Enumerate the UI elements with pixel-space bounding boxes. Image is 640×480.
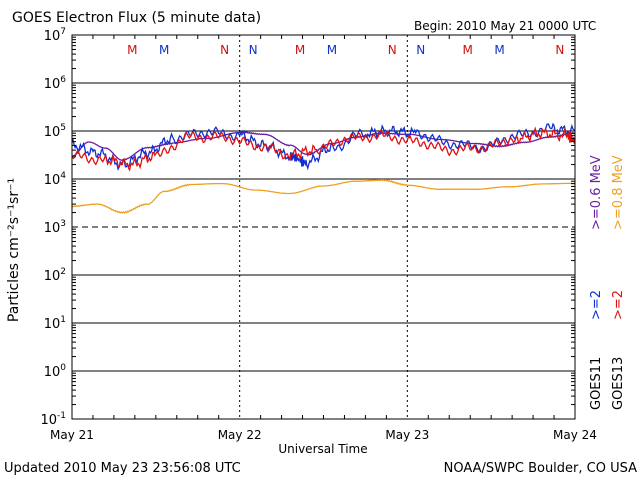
marker-n: N — [388, 43, 397, 57]
x-axis-label: Universal Time — [278, 442, 367, 456]
series-line-3 — [71, 126, 576, 172]
marker-m: M — [159, 43, 169, 57]
x-tick-label: May 23 — [385, 428, 429, 442]
legend-item: GOES11 — [589, 357, 604, 410]
y-tick-label: 101 — [44, 315, 66, 332]
y-tick-label: 104 — [44, 171, 67, 188]
y-tick-label: 102 — [44, 267, 66, 284]
chart-title: GOES Electron Flux (5 minute data) — [12, 10, 261, 26]
series-line-2 — [71, 122, 576, 172]
series-group — [71, 122, 576, 214]
x-tick-label: May 21 — [50, 428, 94, 442]
legend-item: >=2 — [589, 290, 604, 320]
y-tick-label: 105 — [44, 123, 66, 140]
y-tick-label: 10-1 — [40, 411, 66, 428]
legend-item: >=2 — [611, 290, 626, 320]
legend: >=0.6 MeV >=0.8 MeV >=2 >=2 GOES11 GOES13 — [589, 155, 626, 410]
series-line-1 — [71, 178, 576, 214]
legend-item: >=0.6 MeV — [589, 155, 604, 230]
x-tick-label: May 22 — [218, 428, 262, 442]
legend-item: GOES13 — [611, 357, 626, 410]
marker-m: M — [327, 43, 337, 57]
x-tick-label: May 24 — [553, 428, 597, 442]
marker-n: N — [249, 43, 258, 57]
marker-m: M — [127, 43, 137, 57]
marker-n: N — [416, 43, 425, 57]
y-tick-label: 106 — [44, 75, 67, 92]
y-axis-label: Particles cm⁻²s⁻¹sr⁻¹ — [6, 178, 22, 322]
y-tick-label: 100 — [44, 363, 67, 380]
marker-m: M — [494, 43, 504, 57]
updated-timestamp: Updated 2010 May 23 23:56:08 UTC — [4, 461, 241, 476]
begin-label: Begin: 2010 May 21 0000 UTC — [414, 19, 596, 33]
marker-n: N — [220, 43, 229, 57]
marker-m: M — [295, 43, 305, 57]
legend-item: >=0.8 MeV — [611, 155, 626, 230]
y-axis: 107 106 105 104 103 102 101 100 10-1 — [40, 27, 575, 428]
x-axis: May 21 May 22 May 23 May 24 — [50, 35, 597, 442]
source-credit: NOAA/SWPC Boulder, CO USA — [444, 461, 637, 476]
marker-m: M — [463, 43, 473, 57]
y-tick-label: 107 — [44, 27, 66, 44]
marker-n: N — [555, 43, 564, 57]
y-tick-label: 103 — [44, 219, 66, 236]
grid — [72, 35, 575, 419]
